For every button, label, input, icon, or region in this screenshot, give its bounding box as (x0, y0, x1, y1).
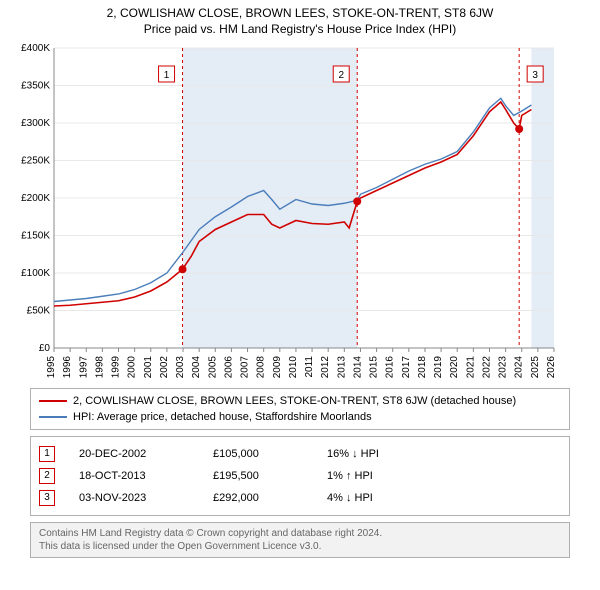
attribution-line: This data is licensed under the Open Gov… (39, 540, 561, 553)
marker-row: 1 20-DEC-2002 £105,000 16% ↓ HPI (39, 443, 561, 465)
chart-container: 2, COWLISHAW CLOSE, BROWN LEES, STOKE-ON… (0, 0, 600, 562)
legend-box: 2, COWLISHAW CLOSE, BROWN LEES, STOKE-ON… (30, 388, 570, 430)
chart-title: 2, COWLISHAW CLOSE, BROWN LEES, STOKE-ON… (10, 6, 590, 20)
svg-text:1: 1 (164, 70, 170, 81)
svg-text:2011: 2011 (304, 356, 315, 378)
svg-text:2015: 2015 (369, 356, 380, 379)
svg-text:1995: 1995 (46, 356, 57, 379)
svg-text:£50K: £50K (27, 306, 51, 317)
svg-text:2024: 2024 (514, 356, 525, 379)
legend-swatch (39, 416, 67, 418)
svg-text:2004: 2004 (191, 356, 202, 379)
svg-text:£350K: £350K (21, 81, 50, 92)
marker-row: 3 03-NOV-2023 £292,000 4% ↓ HPI (39, 487, 561, 509)
svg-text:2009: 2009 (272, 356, 283, 379)
svg-text:£250K: £250K (21, 156, 50, 167)
svg-text:2018: 2018 (417, 356, 428, 379)
legend-row: 2, COWLISHAW CLOSE, BROWN LEES, STOKE-ON… (39, 393, 561, 409)
marker-hpi: 1% ↑ HPI (327, 465, 427, 487)
svg-text:£400K: £400K (21, 43, 50, 54)
legend-row: HPI: Average price, detached house, Staf… (39, 409, 561, 425)
svg-text:1998: 1998 (94, 356, 105, 379)
line-chart-svg: £0 £50K £100K £150K £200K £250K £300K £350K £400… (10, 42, 570, 382)
svg-text:2010: 2010 (288, 356, 299, 379)
svg-text:2008: 2008 (256, 356, 267, 379)
marker-date: 03-NOV-2023 (79, 487, 189, 509)
svg-text:2021: 2021 (465, 356, 476, 379)
svg-text:2026: 2026 (546, 356, 557, 379)
svg-text:£300K: £300K (21, 118, 50, 129)
svg-text:1997: 1997 (78, 356, 89, 379)
svg-text:2001: 2001 (143, 356, 154, 379)
svg-text:3: 3 (532, 70, 538, 81)
svg-text:£200K: £200K (21, 193, 50, 204)
marker-badge: 1 (39, 446, 55, 462)
svg-text:2007: 2007 (240, 356, 251, 379)
marker-price: £195,500 (213, 465, 303, 487)
svg-text:2002: 2002 (159, 356, 170, 379)
svg-text:£150K: £150K (21, 231, 50, 242)
marker-date: 20-DEC-2002 (79, 443, 189, 465)
svg-text:2005: 2005 (207, 356, 218, 379)
svg-text:2025: 2025 (530, 356, 541, 379)
marker-table: 1 20-DEC-2002 £105,000 16% ↓ HPI 2 18-OCT-201… (30, 436, 570, 516)
marker-price: £105,000 (213, 443, 303, 465)
chart-subtitle: Price paid vs. HM Land Registry's House … (10, 22, 590, 36)
svg-text:£0: £0 (39, 343, 51, 354)
svg-text:2: 2 (338, 70, 344, 81)
svg-text:2022: 2022 (481, 356, 492, 379)
attribution-box: Contains HM Land Registry data © Crown c… (30, 522, 570, 558)
svg-text:£100K: £100K (21, 268, 50, 279)
marker-hpi: 16% ↓ HPI (327, 443, 427, 465)
marker-hpi: 4% ↓ HPI (327, 487, 427, 509)
legend-label: 2, COWLISHAW CLOSE, BROWN LEES, STOKE-ON… (73, 393, 516, 409)
marker-date: 18-OCT-2013 (79, 465, 189, 487)
svg-text:2006: 2006 (223, 356, 234, 379)
svg-text:2016: 2016 (385, 356, 396, 379)
marker-badge: 2 (39, 468, 55, 484)
svg-text:1996: 1996 (62, 356, 73, 379)
marker-row: 2 18-OCT-2013 £195,500 1% ↑ HPI (39, 465, 561, 487)
svg-text:2023: 2023 (498, 356, 509, 379)
marker-badge: 3 (39, 490, 55, 506)
attribution-line: Contains HM Land Registry data © Crown c… (39, 527, 561, 540)
chart-plot: £0 £50K £100K £150K £200K £250K £300K £350K £400… (10, 42, 590, 382)
svg-text:2014: 2014 (352, 356, 363, 379)
marker-price: £292,000 (213, 487, 303, 509)
svg-text:2020: 2020 (449, 356, 460, 379)
svg-text:1999: 1999 (111, 356, 122, 379)
svg-text:2019: 2019 (433, 356, 444, 379)
legend-swatch (39, 400, 67, 402)
svg-text:2017: 2017 (401, 356, 412, 379)
svg-text:2013: 2013 (336, 356, 347, 379)
svg-text:2003: 2003 (175, 356, 186, 379)
svg-text:2012: 2012 (320, 356, 331, 379)
legend-label: HPI: Average price, detached house, Staf… (73, 409, 372, 425)
svg-text:2000: 2000 (127, 356, 138, 379)
